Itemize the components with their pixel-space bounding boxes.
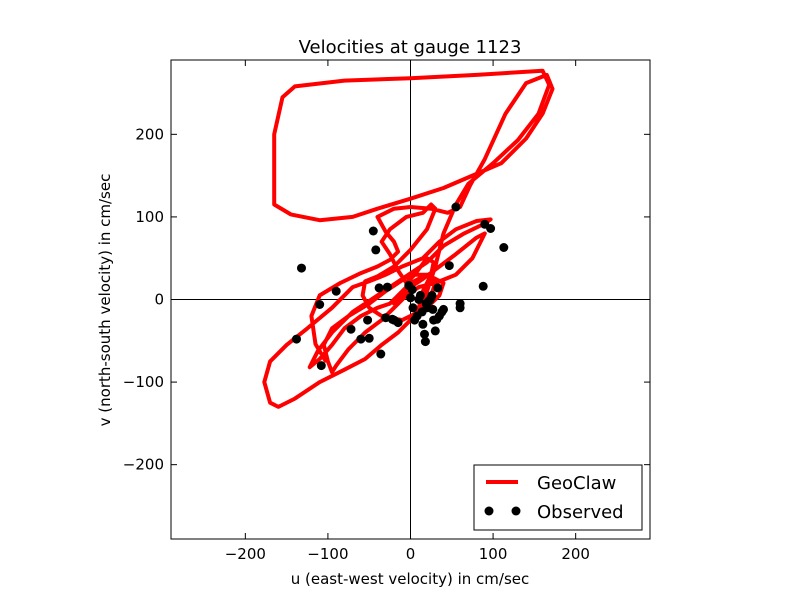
observed-point: [368, 226, 378, 236]
x-tick-label: −100: [307, 545, 348, 563]
x-axis-label: u (east-west velocity) in cm/sec: [291, 570, 530, 588]
observed-point: [499, 243, 509, 252]
observed-point: [439, 304, 448, 314]
y-axis-label: v (north-south velocity) in cm/sec: [96, 174, 114, 427]
observed-point: [415, 290, 425, 300]
legend: GeoClaw Observed: [473, 464, 643, 531]
x-tick-label: −200: [225, 545, 266, 563]
observed-point: [420, 337, 430, 347]
y-tick-label: 100: [135, 208, 164, 226]
x-tick-label: 200: [561, 545, 590, 563]
x-tick-label: 100: [479, 545, 508, 563]
axis-ticks: −200 −100 0 100 200 −200 −100 0 100 200: [123, 60, 650, 563]
observed-point: [430, 326, 440, 336]
observed-point: [420, 329, 429, 339]
observed-point: [418, 319, 428, 329]
observed-point: [292, 334, 301, 344]
observed-point: [433, 283, 443, 293]
legend-observed-marker: [511, 506, 521, 516]
observed-point: [315, 300, 325, 309]
observed-point: [356, 334, 366, 344]
observed-point: [408, 303, 418, 313]
observed-point: [297, 263, 306, 273]
x-tick-label: 0: [406, 545, 416, 563]
observed-point: [428, 304, 438, 314]
observed-point: [316, 361, 326, 371]
observed-point: [444, 261, 454, 271]
observed-point: [374, 283, 384, 293]
observed-point: [451, 202, 461, 212]
observed-point: [364, 333, 374, 343]
legend-observed-label: Observed: [537, 502, 624, 523]
observed-point: [371, 245, 381, 255]
observed-point: [382, 282, 392, 292]
observed-point: [407, 285, 417, 295]
legend-geoclaw-label: GeoClaw: [537, 473, 616, 494]
observed-point: [455, 299, 465, 309]
observed-point: [376, 349, 386, 359]
observed-point: [393, 318, 403, 328]
y-tick-label: 200: [135, 125, 164, 143]
observed-point: [346, 324, 356, 334]
observed-point: [331, 286, 341, 296]
plot-area: [171, 60, 650, 539]
observed-point: [478, 281, 488, 291]
observed-point: [427, 290, 437, 300]
legend-observed-marker: [484, 506, 494, 516]
legend-box: [473, 464, 643, 531]
chart-title: Velocities at gauge 1123: [299, 37, 522, 58]
observed-point: [406, 293, 415, 303]
observed-point: [486, 224, 496, 233]
observed-point: [363, 315, 373, 325]
y-tick-label: −100: [123, 373, 164, 391]
y-tick-label: 0: [154, 291, 164, 309]
y-tick-label: −200: [123, 456, 164, 474]
